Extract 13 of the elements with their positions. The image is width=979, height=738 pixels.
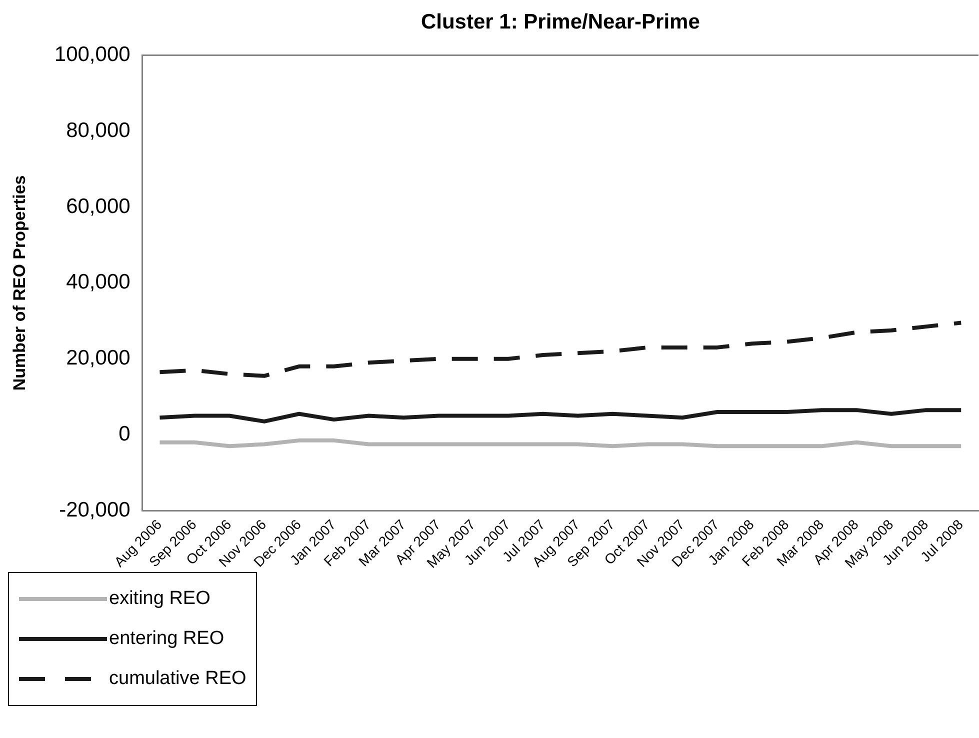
y-tick-label: 0 [118, 422, 130, 446]
y-tick-label: 80,000 [66, 118, 130, 142]
chart-title: Cluster 1: Prime/Near-Prime [420, 10, 700, 34]
line-series [158, 320, 964, 378]
y-tick-label: -20,000 [59, 498, 130, 522]
y-tick-label: 60,000 [66, 194, 130, 218]
legend-label: cumulative REO [109, 668, 246, 690]
y-tick-label: 100,000 [54, 42, 130, 66]
legend-label: entering REO [109, 628, 224, 650]
y-axis-title: Number of REO Properties [10, 175, 29, 391]
y-tick-label: 40,000 [66, 270, 130, 294]
y-tick-label: 20,000 [66, 346, 130, 370]
legend-label: exiting REO [109, 588, 210, 610]
